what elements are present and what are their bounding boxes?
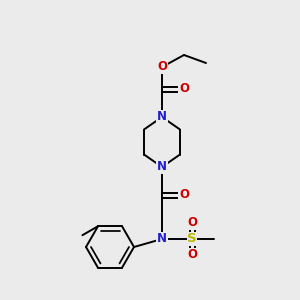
- Text: O: O: [187, 248, 197, 262]
- Text: O: O: [179, 82, 189, 95]
- Text: S: S: [187, 232, 197, 245]
- Text: N: N: [157, 160, 167, 173]
- Text: O: O: [187, 217, 197, 230]
- Text: N: N: [157, 232, 167, 245]
- Text: O: O: [179, 188, 189, 202]
- Text: O: O: [157, 61, 167, 74]
- Text: N: N: [157, 110, 167, 124]
